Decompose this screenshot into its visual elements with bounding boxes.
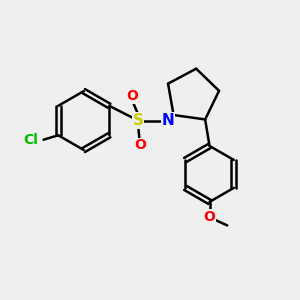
Text: Cl: Cl: [23, 133, 38, 147]
Text: S: S: [133, 113, 144, 128]
Text: O: O: [204, 210, 215, 224]
Text: O: O: [134, 138, 146, 152]
Text: N: N: [162, 113, 175, 128]
Text: O: O: [126, 89, 138, 103]
